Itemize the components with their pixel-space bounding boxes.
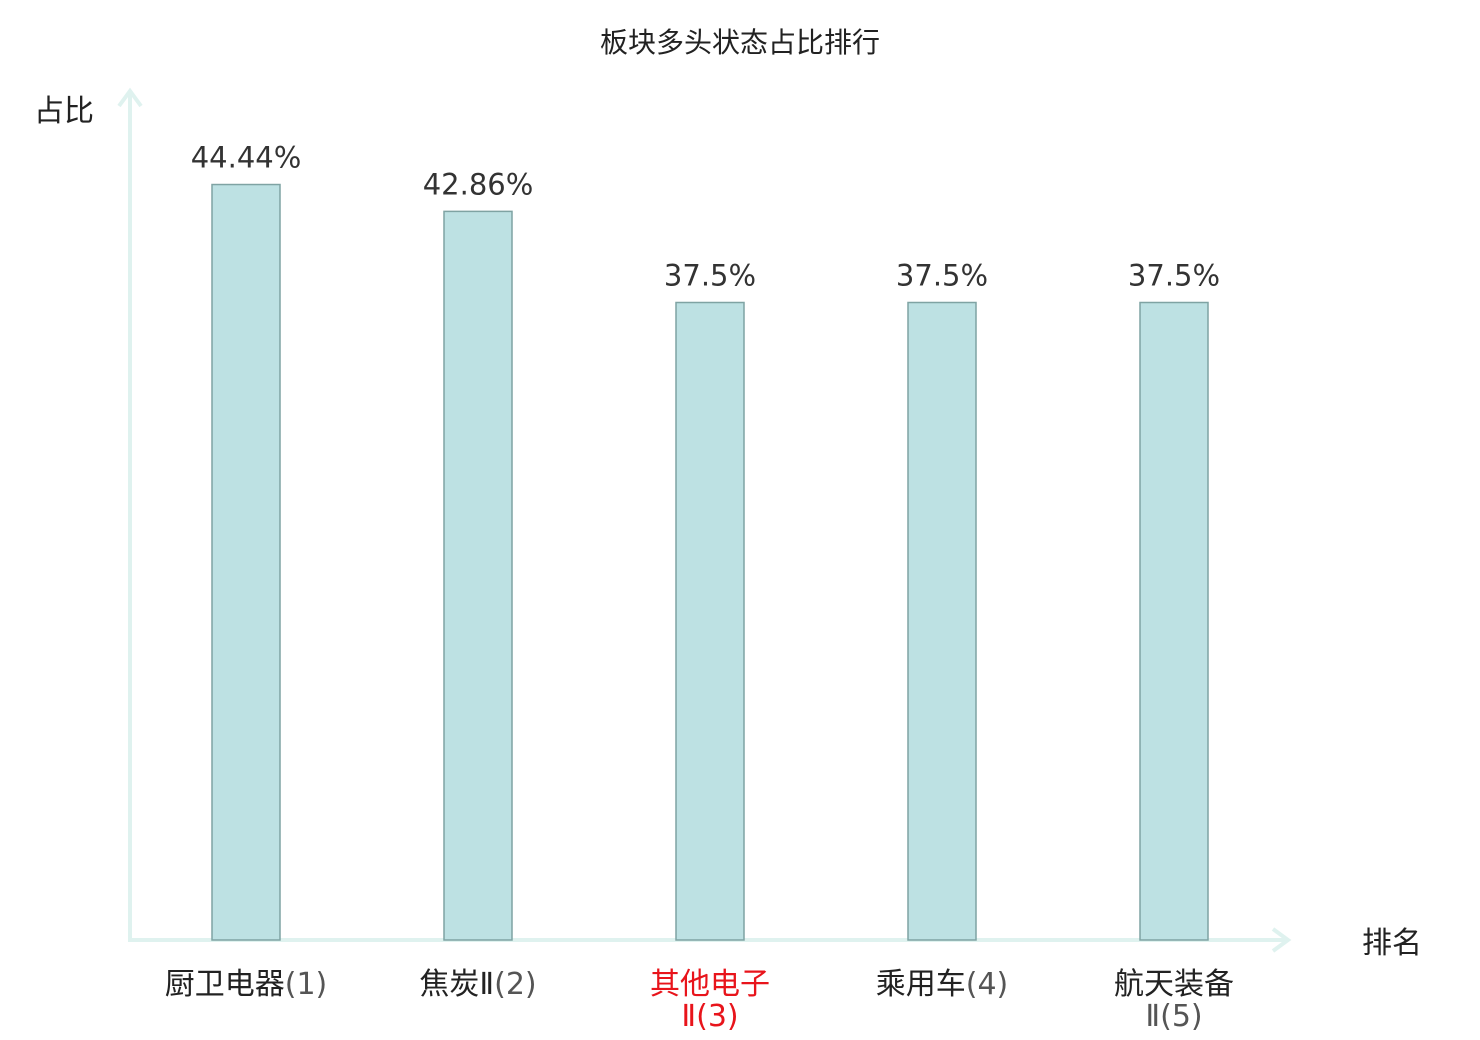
category-labels-group: 厨卫电器(1) 焦炭Ⅱ(2) 其他电子 Ⅱ(3) 乘用车(4) 航天装备 Ⅱ(5) [165, 967, 1234, 1034]
x-tick-label: 乘用车(4) [876, 967, 1009, 1002]
x-tick-label: 航天装备 Ⅱ(5) [1114, 967, 1234, 1034]
bar-value-label: 42.86% [423, 167, 534, 201]
bar-value-label: 37.5% [664, 259, 756, 293]
bar [1139, 301, 1209, 941]
bar [211, 183, 281, 941]
y-axis [117, 87, 143, 940]
bars-group [211, 183, 1209, 941]
bar-value-label: 37.5% [896, 259, 988, 293]
x-axis-label: 排名 [1362, 926, 1422, 961]
value-labels-group: 44.44% 42.86% 37.5% 37.5% 37.5% [191, 141, 1220, 293]
x-tick-label: 厨卫电器(1) [165, 967, 328, 1002]
bar [443, 210, 513, 941]
y-axis-label: 占比 [34, 94, 94, 129]
bar [675, 301, 745, 941]
chart-title: 板块多头状态占比排行 [600, 26, 880, 59]
bar-value-label: 37.5% [1128, 259, 1220, 293]
x-tick-label: 焦炭Ⅱ(2) [419, 967, 536, 1002]
bar [907, 301, 977, 941]
x-tick-label: 其他电子 Ⅱ(3) [650, 967, 770, 1034]
bar-value-label: 44.44% [191, 141, 302, 175]
